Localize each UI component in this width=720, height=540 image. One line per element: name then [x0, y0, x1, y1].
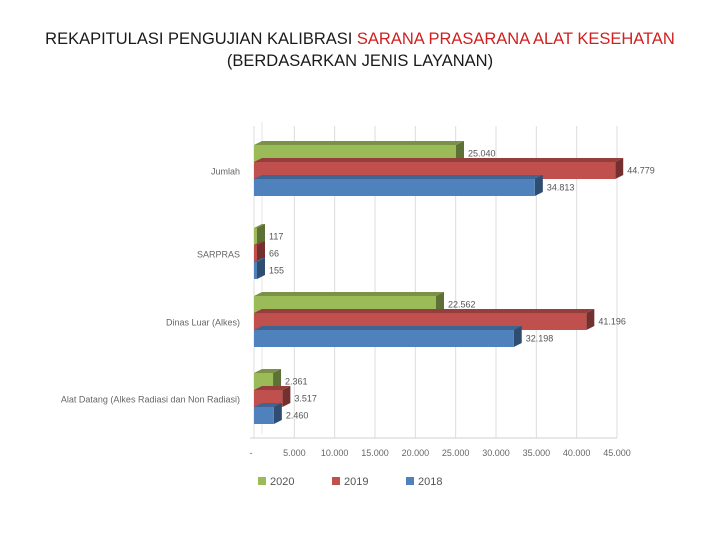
title-line2: (BERDASARKAN JENIS LAYANAN): [226, 52, 494, 70]
bar: [254, 407, 274, 424]
category-label: SARPRAS: [197, 250, 240, 260]
bar-end-face: [282, 386, 291, 407]
data-label: 44.779: [627, 166, 655, 176]
legend-swatch: [258, 477, 266, 485]
data-label: 2.361: [285, 377, 308, 387]
bar-end-face: [273, 369, 282, 390]
chart-title: REKAPITULASI PENGUJIAN KALIBRASI SARANA …: [0, 28, 720, 72]
bar: [254, 145, 456, 162]
bar-top-face: [254, 158, 624, 162]
x-tick-label: 25.000: [442, 448, 470, 458]
bar-end-face: [455, 141, 464, 162]
bar-top-face: [254, 224, 265, 228]
bar-top-face: [254, 292, 445, 296]
bar-end-face: [586, 309, 595, 330]
title-line1-red: SARANA PRASARANA ALAT KESEHATAN: [356, 30, 675, 48]
bar-top-face: [254, 386, 291, 390]
data-label: 41.196: [598, 317, 626, 327]
bar: [254, 162, 616, 179]
bar-end-face: [257, 241, 265, 262]
bar-top-face: [254, 309, 595, 313]
x-tick-label: 20.000: [402, 448, 430, 458]
bar-end-face: [615, 158, 624, 179]
data-label: 25.040: [468, 149, 496, 159]
x-tick-label: 45.000: [603, 448, 631, 458]
bar: [254, 179, 535, 196]
category-label: Dinas Luar (Alkes): [166, 318, 240, 328]
bar-top-face: [254, 175, 543, 179]
bar: [254, 228, 257, 245]
data-label: 155: [269, 266, 284, 276]
legend-swatch: [406, 477, 414, 485]
legend-swatch: [332, 477, 340, 485]
x-tick-label: 10.000: [321, 448, 349, 458]
bar-top-face: [254, 403, 282, 407]
legend-label: 2019: [344, 476, 368, 488]
data-label: 3.517: [294, 394, 317, 404]
bar-top-face: [254, 326, 522, 330]
data-label: 32.198: [526, 334, 554, 344]
bar-end-face: [436, 292, 445, 313]
x-tick-label: 15.000: [361, 448, 389, 458]
bar: [254, 245, 257, 262]
bar-top-face: [254, 369, 282, 373]
data-label: 22.562: [448, 300, 476, 310]
bar-top-face: [254, 258, 265, 262]
data-label: 66: [269, 249, 279, 259]
title-line1-black: REKAPITULASI PENGUJIAN KALIBRASI: [45, 30, 357, 48]
data-label: 34.813: [547, 183, 575, 193]
bar: [254, 330, 514, 347]
data-label: 117: [269, 232, 283, 242]
legend-label: 2018: [418, 476, 442, 488]
bar: [254, 313, 587, 330]
x-tick-label: -: [250, 448, 253, 458]
bar: [254, 262, 257, 279]
legend-label: 2020: [270, 476, 294, 488]
bar: [254, 296, 437, 313]
bar: [254, 390, 283, 407]
bar-end-face: [257, 224, 265, 245]
bar-top-face: [254, 141, 464, 145]
x-tick-label: 30.000: [482, 448, 510, 458]
x-tick-label: 40.000: [563, 448, 591, 458]
bar: [254, 373, 274, 390]
x-tick-label: 35.000: [523, 448, 551, 458]
category-label: Jumlah: [211, 167, 240, 177]
x-tick-label: 5.000: [283, 448, 306, 458]
bar-end-face: [534, 175, 543, 196]
bar-end-face: [513, 326, 522, 347]
category-label: Alat Datang (Alkes Radiasi dan Non Radia…: [61, 395, 240, 405]
bar-top-face: [254, 241, 265, 245]
bar-end-face: [257, 258, 265, 279]
data-label: 2.460: [286, 411, 309, 421]
bar-end-face: [273, 403, 282, 424]
